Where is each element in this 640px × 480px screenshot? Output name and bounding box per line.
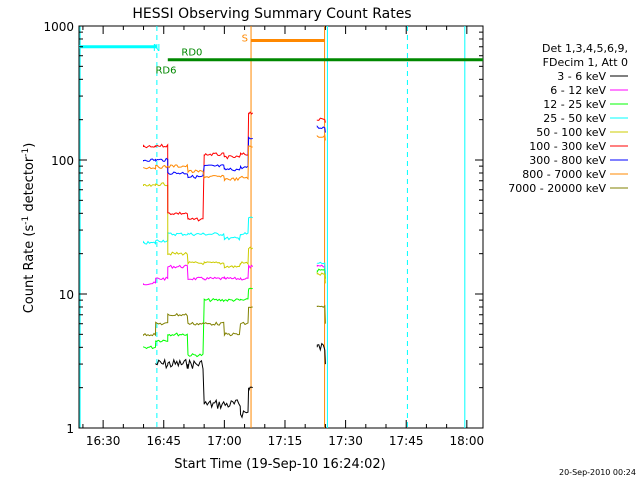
plot-area: NSRD0RD6	[79, 26, 483, 428]
x-tick-label: 17:00	[207, 434, 242, 448]
legend-entry-label: 50 - 100 keV	[536, 126, 606, 139]
legend: Det 1,3,4,5,6,9,FDecim 1, Att 03 - 6 keV…	[508, 42, 628, 195]
legend-entry-label: 7000 - 20000 keV	[508, 182, 606, 195]
y-axis-label: Count Rate (s-1 detector-1)	[21, 143, 37, 314]
legend-entry-label: 800 - 7000 keV	[522, 168, 606, 181]
series-line	[143, 182, 326, 284]
series-line	[143, 268, 326, 358]
flag-label-rd0: RD0	[181, 48, 202, 59]
x-tick-label: 16:45	[146, 434, 181, 448]
legend-entry-label: 100 - 300 keV	[529, 140, 606, 153]
y-tick-label: 10	[59, 288, 74, 302]
x-tick-label: 16:30	[86, 434, 121, 448]
series-line	[143, 133, 326, 182]
series-line	[143, 125, 326, 179]
y-tick-label: 1	[66, 422, 74, 436]
legend-entry-label: 300 - 800 keV	[529, 154, 606, 167]
chart-title: HESSI Observing Summary Count Rates	[132, 6, 411, 22]
x-tick-label: 17:30	[328, 434, 363, 448]
flag-label-s: S	[242, 33, 248, 44]
legend-entry-label: 12 - 25 keV	[543, 98, 606, 111]
series-line	[143, 216, 326, 275]
flag-label-rd6: RD6	[155, 66, 176, 77]
axis-ticks: 1 10 100 1000 16:30 16:45 17:00 17:15 17:30 17:45…	[43, 20, 484, 448]
legend-entry-label: 6 - 12 keV	[550, 84, 606, 97]
x-tick-label: 17:15	[268, 434, 303, 448]
x-tick-label: 17:45	[389, 434, 424, 448]
legend-header: Det 1,3,4,5,6,9,	[542, 42, 628, 55]
x-axis-label: Start Time (19-Sep-10 16:24:02)	[174, 457, 385, 472]
y-tick-label: 1000	[43, 20, 74, 34]
x-tick-label: 18:00	[450, 434, 485, 448]
series-line	[143, 304, 326, 337]
legend-entry-label: 3 - 6 keV	[557, 70, 606, 83]
legend-header: FDecim 1, Att 0	[543, 56, 628, 69]
plot-frame	[78, 25, 484, 429]
series-line	[143, 263, 326, 286]
footer-date: 20-Sep-2010 00:24	[559, 468, 636, 477]
y-tick-label: 100	[51, 154, 74, 168]
legend-entry-label: 25 - 50 keV	[543, 112, 606, 125]
series-line	[143, 111, 326, 222]
series-line	[155, 342, 326, 419]
